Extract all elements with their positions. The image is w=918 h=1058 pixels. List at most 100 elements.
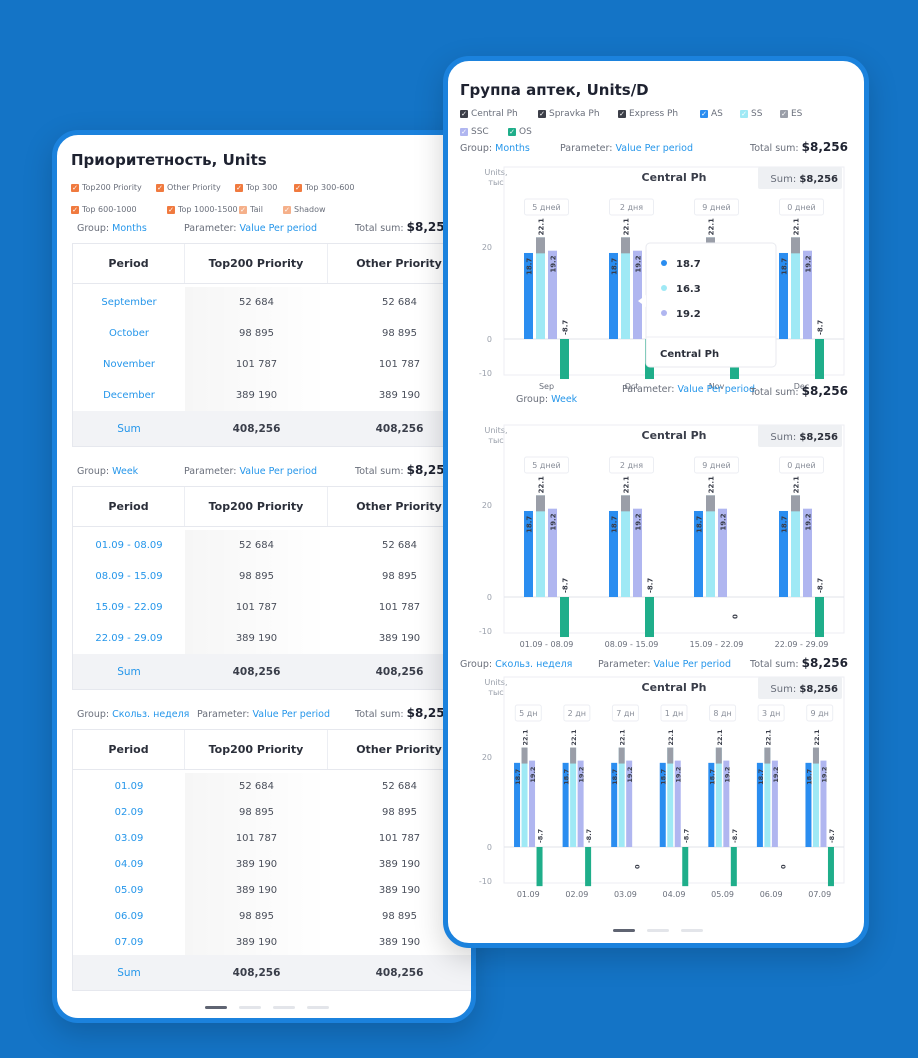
- filter-checkbox[interactable]: Central Ph: [460, 109, 518, 119]
- bar[interactable]: [718, 508, 727, 597]
- column-header[interactable]: Top200 Priority: [185, 487, 328, 526]
- table-row[interactable]: 07.09 389 190 389 190: [73, 929, 471, 955]
- period-link[interactable]: October: [108, 328, 150, 339]
- filter-checkbox[interactable]: OS: [508, 127, 532, 137]
- group-selector[interactable]: Months: [495, 143, 530, 154]
- filter-checkbox[interactable]: SS: [740, 109, 762, 119]
- bar[interactable]: [562, 762, 569, 847]
- column-header[interactable]: Period: [73, 730, 185, 769]
- bar[interactable]: [812, 747, 819, 847]
- period-link[interactable]: December: [103, 390, 155, 401]
- filter-checkbox[interactable]: Top 300: [235, 183, 277, 192]
- bar[interactable]: [609, 252, 618, 339]
- bar[interactable]: [815, 597, 824, 638]
- bar[interactable]: [820, 760, 827, 847]
- filter-checkbox[interactable]: Top200 Priority: [71, 183, 142, 192]
- bar[interactable]: [764, 747, 771, 847]
- group-selector[interactable]: Скольз. неделя: [495, 659, 573, 670]
- filter-checkbox[interactable]: ES: [780, 109, 802, 119]
- bar[interactable]: [779, 252, 788, 339]
- bar[interactable]: [585, 847, 592, 887]
- table-row[interactable]: 03.09 101 787 101 787: [73, 825, 471, 851]
- bar[interactable]: [771, 760, 778, 847]
- page-dot[interactable]: [273, 1006, 295, 1009]
- period-link[interactable]: 22.09 - 29.09: [95, 633, 163, 644]
- bar[interactable]: [827, 847, 834, 887]
- bar[interactable]: [805, 762, 812, 847]
- period-link[interactable]: 07.09: [114, 936, 144, 948]
- filter-checkbox[interactable]: Spravka Ph: [538, 109, 600, 119]
- bar[interactable]: [514, 762, 521, 847]
- page-dot[interactable]: [307, 1006, 329, 1009]
- page-dot[interactable]: [647, 929, 669, 932]
- column-header[interactable]: Period: [73, 487, 185, 526]
- period-link[interactable]: 01.09 - 08.09: [95, 540, 163, 551]
- bar[interactable]: [723, 760, 730, 847]
- bar[interactable]: [521, 747, 528, 847]
- bar[interactable]: [611, 762, 618, 847]
- table-row[interactable]: 15.09 - 22.09 101 787 101 787: [73, 592, 471, 623]
- page-indicator[interactable]: [205, 1006, 329, 1009]
- page-dot-active[interactable]: [205, 1006, 227, 1009]
- bar[interactable]: [536, 847, 543, 887]
- page-dot[interactable]: [681, 929, 703, 932]
- table-row[interactable]: 08.09 - 15.09 98 895 98 895: [73, 561, 471, 592]
- bar[interactable]: [609, 510, 618, 597]
- bar[interactable]: [803, 250, 812, 339]
- bar[interactable]: [626, 760, 633, 847]
- filter-checkbox[interactable]: Shadow: [283, 205, 326, 214]
- group-selector[interactable]: Months: [112, 223, 147, 234]
- bar[interactable]: [548, 250, 557, 339]
- filter-checkbox[interactable]: Top 300-600: [294, 183, 354, 192]
- table-row[interactable]: 05.09 389 190 389 190: [73, 877, 471, 903]
- period-link[interactable]: 05.09: [114, 884, 144, 896]
- bar[interactable]: [633, 508, 642, 597]
- bar[interactable]: [618, 747, 625, 847]
- period-link[interactable]: 02.09: [114, 806, 144, 818]
- parameter-selector[interactable]: Value Per period: [653, 659, 732, 670]
- period-link[interactable]: November: [102, 359, 156, 370]
- table-row[interactable]: October 98 895 98 895: [73, 318, 471, 349]
- bar[interactable]: [815, 339, 824, 380]
- parameter-selector[interactable]: Value Per period: [239, 466, 318, 477]
- filter-checkbox[interactable]: Top 1000-1500: [167, 205, 238, 214]
- filter-checkbox[interactable]: Tail: [239, 205, 263, 214]
- bar[interactable]: [779, 510, 788, 597]
- period-link[interactable]: 03.09: [114, 832, 144, 844]
- table-row[interactable]: 04.09 389 190 389 190: [73, 851, 471, 877]
- bar[interactable]: [536, 495, 545, 597]
- table-row[interactable]: December 389 190 389 190: [73, 380, 471, 411]
- table-row[interactable]: 22.09 - 29.09 389 190 389 190: [73, 623, 471, 654]
- bar[interactable]: [536, 237, 545, 339]
- table-row[interactable]: 06.09 98 895 98 895: [73, 903, 471, 929]
- filter-checkbox[interactable]: Express Ph: [618, 109, 678, 119]
- period-link[interactable]: 08.09 - 15.09: [95, 571, 163, 582]
- bar[interactable]: [529, 760, 536, 847]
- bar[interactable]: [803, 508, 812, 597]
- bar[interactable]: [667, 747, 674, 847]
- bar[interactable]: [560, 597, 569, 638]
- parameter-selector[interactable]: Value Per period: [677, 384, 756, 395]
- page-indicator[interactable]: [613, 929, 703, 932]
- bar[interactable]: [682, 847, 689, 887]
- filter-checkbox[interactable]: AS: [700, 109, 723, 119]
- filter-checkbox[interactable]: SSC: [460, 127, 489, 137]
- column-header[interactable]: Period: [73, 244, 185, 283]
- table-row[interactable]: 01.09 52 684 52 684: [73, 773, 471, 799]
- bar[interactable]: [524, 252, 533, 339]
- filter-checkbox[interactable]: Top 600-1000: [71, 205, 137, 214]
- column-header[interactable]: Top200 Priority: [185, 730, 328, 769]
- parameter-selector[interactable]: Value Per period: [615, 143, 694, 154]
- bar[interactable]: [694, 510, 703, 597]
- bar[interactable]: [577, 760, 584, 847]
- bar[interactable]: [633, 250, 642, 339]
- bar[interactable]: [706, 495, 715, 597]
- period-link[interactable]: 04.09: [114, 858, 144, 870]
- bar[interactable]: [756, 762, 763, 847]
- page-dot-active[interactable]: [613, 929, 635, 932]
- bar[interactable]: [560, 339, 569, 380]
- bar[interactable]: [548, 508, 557, 597]
- period-link[interactable]: 06.09: [114, 910, 144, 922]
- table-row[interactable]: 02.09 98 895 98 895: [73, 799, 471, 825]
- column-header[interactable]: Top200 Priority: [185, 244, 328, 283]
